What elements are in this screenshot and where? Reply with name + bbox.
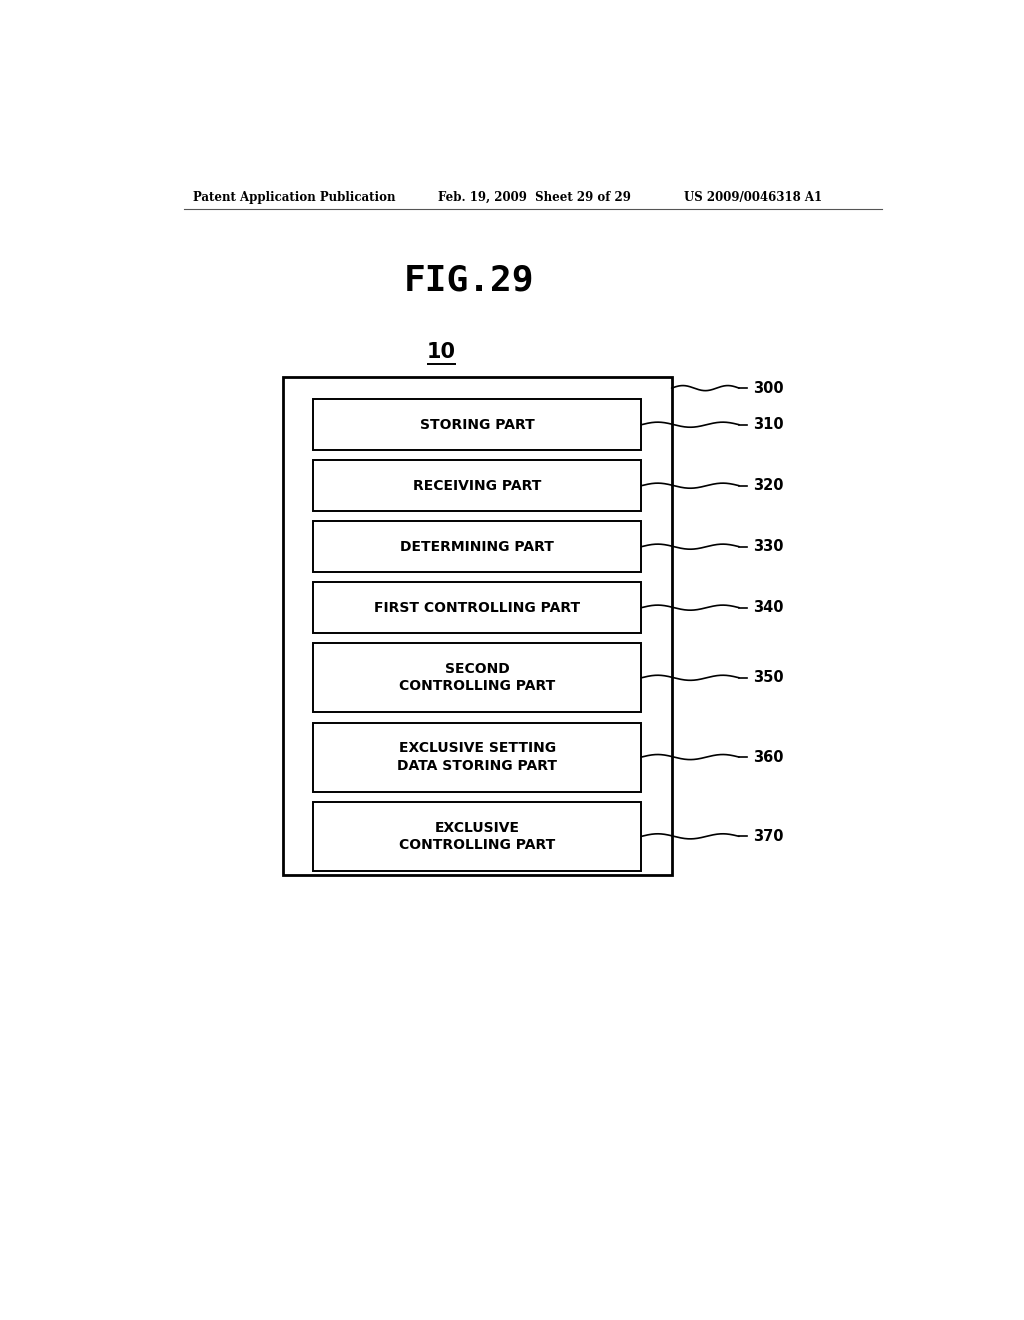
- FancyBboxPatch shape: [313, 521, 641, 572]
- Text: STORING PART: STORING PART: [420, 417, 535, 432]
- FancyBboxPatch shape: [313, 643, 641, 713]
- Text: 300: 300: [754, 380, 784, 396]
- FancyBboxPatch shape: [313, 399, 641, 450]
- Text: EXCLUSIVE
CONTROLLING PART: EXCLUSIVE CONTROLLING PART: [399, 821, 555, 851]
- FancyBboxPatch shape: [313, 461, 641, 511]
- Text: FIRST CONTROLLING PART: FIRST CONTROLLING PART: [374, 601, 581, 615]
- Text: US 2009/0046318 A1: US 2009/0046318 A1: [684, 191, 821, 205]
- Text: FIG.29: FIG.29: [404, 264, 535, 297]
- FancyBboxPatch shape: [283, 378, 672, 875]
- FancyBboxPatch shape: [313, 801, 641, 871]
- Text: 310: 310: [754, 417, 784, 432]
- FancyBboxPatch shape: [313, 722, 641, 792]
- Text: Feb. 19, 2009  Sheet 29 of 29: Feb. 19, 2009 Sheet 29 of 29: [437, 191, 631, 205]
- Text: RECEIVING PART: RECEIVING PART: [413, 479, 542, 492]
- Text: 340: 340: [754, 601, 783, 615]
- FancyBboxPatch shape: [313, 582, 641, 634]
- Text: DETERMINING PART: DETERMINING PART: [400, 540, 554, 553]
- Text: 350: 350: [754, 671, 784, 685]
- Text: 10: 10: [427, 342, 456, 362]
- Text: 360: 360: [754, 750, 783, 764]
- Text: 370: 370: [754, 829, 783, 843]
- Text: 330: 330: [754, 539, 783, 554]
- Text: Patent Application Publication: Patent Application Publication: [194, 191, 395, 205]
- Text: EXCLUSIVE SETTING
DATA STORING PART: EXCLUSIVE SETTING DATA STORING PART: [397, 742, 557, 772]
- Text: SECOND
CONTROLLING PART: SECOND CONTROLLING PART: [399, 663, 555, 693]
- Text: 320: 320: [754, 478, 783, 494]
